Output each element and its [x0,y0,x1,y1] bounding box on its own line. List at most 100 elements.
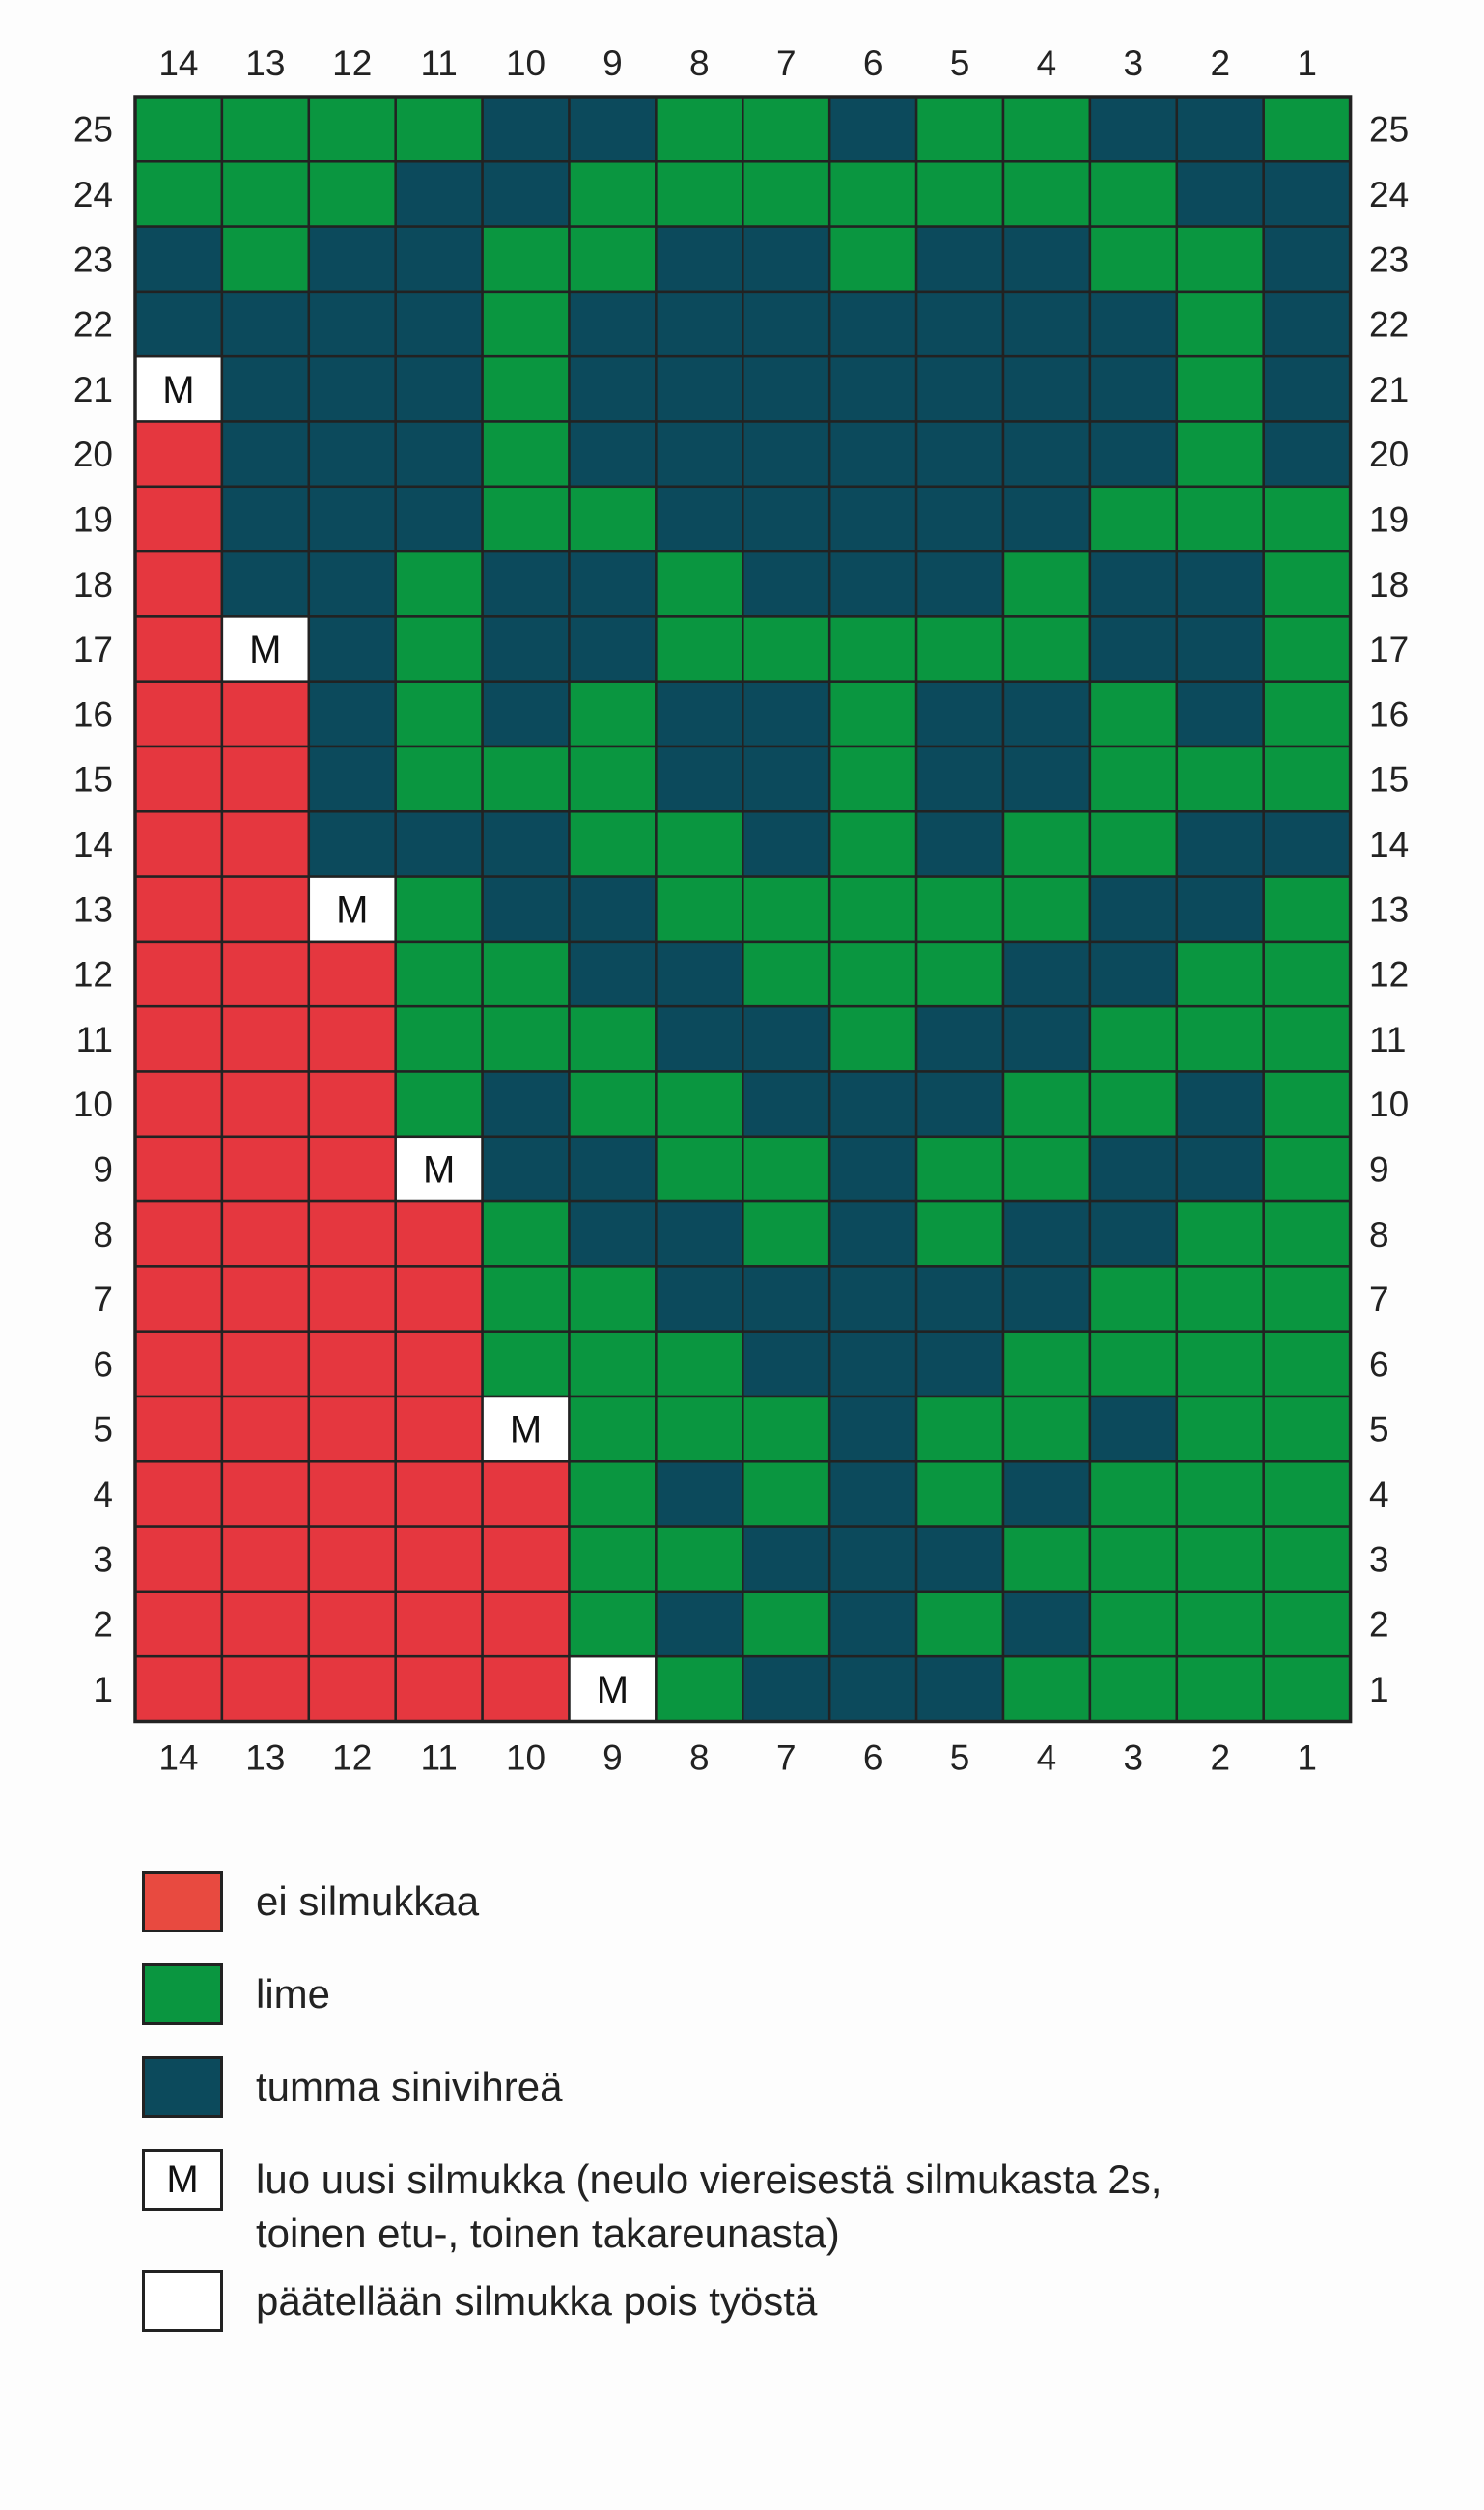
chart-cell [481,1135,571,1203]
row-number-left: 7 [93,1280,113,1319]
chart-cell [481,95,571,163]
chart-cell [394,485,484,553]
chart-cell [1088,485,1179,553]
chart-cell [742,225,831,294]
chart-cell [655,1525,744,1593]
chart-cell [307,1654,397,1723]
legend-item-bind-off: päätellään silmukka pois työstä [142,2270,1397,2363]
chart-cell [1262,160,1352,228]
chart-cell [1001,485,1092,553]
row-number-left: 8 [93,1215,113,1255]
chart-cell [655,875,744,944]
row-number-right: 21 [1369,370,1409,409]
chart-cell [1088,1004,1179,1073]
row-number-right: 7 [1369,1280,1389,1319]
chart-cell [914,354,1005,423]
chart-cell [827,420,918,489]
chart-cell [568,810,658,878]
chart-cell [307,485,397,553]
chart-cell [307,1135,397,1203]
chart-cell [133,1004,224,1073]
chart-cell [394,1265,484,1333]
row-number-right: 19 [1369,499,1409,539]
chart-cell [742,160,831,228]
chart-cell [1001,1135,1092,1203]
chart-cell [914,290,1005,358]
chart-cell [742,1265,831,1333]
chart-cell [568,354,658,423]
chart-cell [568,160,658,228]
column-number-top: 2 [1210,43,1230,83]
chart-cell [914,940,1005,1008]
chart-cell [133,1395,224,1463]
chart-cell [1088,1199,1179,1268]
row-number-left: 15 [73,760,113,800]
chart-cell [655,95,744,163]
chart-cell [220,810,311,878]
chart-cell [394,745,484,813]
chart-cell [655,420,744,489]
chart-cell [394,354,484,423]
chart-cell [568,1004,658,1073]
row-number-right: 2 [1369,1605,1389,1645]
legend-label: ei silmukkaa [256,1878,480,1924]
chart-cell [655,1265,744,1333]
chart-cell [1262,1395,1352,1463]
chart-cell [133,875,224,944]
chart-cell [1175,680,1265,748]
row-number-right: 3 [1369,1539,1389,1579]
chart-cell [827,1654,918,1723]
chart-cell [655,1330,744,1398]
chart-cell [481,1265,571,1333]
chart-cell [133,745,224,813]
chart-cell [394,1654,484,1723]
chart-cell [827,1590,918,1658]
chart-cell [1175,550,1265,618]
chart-cell [307,1460,397,1528]
chart-cell [1088,1330,1179,1398]
chart-cell [220,290,311,358]
chart-cell [827,225,918,294]
chart-cell [307,95,397,163]
chart-cell [568,680,658,748]
chart-cell [220,1004,311,1073]
chart-cell [1262,745,1352,813]
chart-cell [133,1590,224,1658]
chart-cell [481,290,571,358]
row-number-left: 1 [93,1670,113,1709]
row-number-right: 15 [1369,760,1409,800]
chart-cell [1001,810,1092,878]
row-number-left: 25 [73,110,113,150]
row-number-left: 2 [93,1605,113,1645]
chart-cell [394,290,484,358]
chart-cell [220,1199,311,1268]
chart-cell [133,550,224,618]
row-number-left: 20 [73,435,113,474]
chart-cell [1175,1590,1265,1658]
chart-cell [481,1330,571,1398]
column-number-top: 12 [332,43,372,83]
chart-cell [220,225,311,294]
chart-cell [1175,1460,1265,1528]
chart-cell [827,1395,918,1463]
chart-cell [481,1004,571,1073]
marker-m: M [597,1669,629,1711]
row-number-left: 22 [73,305,113,345]
marker-m: M [423,1148,455,1191]
chart-cell [827,1135,918,1203]
chart-cell [220,1395,311,1463]
chart-cell [1088,354,1179,423]
chart-cell [1001,160,1092,228]
chart-cell [307,1265,397,1333]
chart-cell [1088,550,1179,618]
row-number-left: 24 [73,175,113,214]
chart-cell [220,745,311,813]
chart-cell [481,485,571,553]
row-number-right: 10 [1369,1085,1409,1124]
column-number-top: 7 [776,43,797,83]
column-number-bottom: 13 [245,1738,285,1778]
row-number-right: 23 [1369,240,1409,279]
column-number-top: 14 [158,43,198,83]
chart-cell [655,160,744,228]
row-number-right: 6 [1369,1344,1389,1384]
